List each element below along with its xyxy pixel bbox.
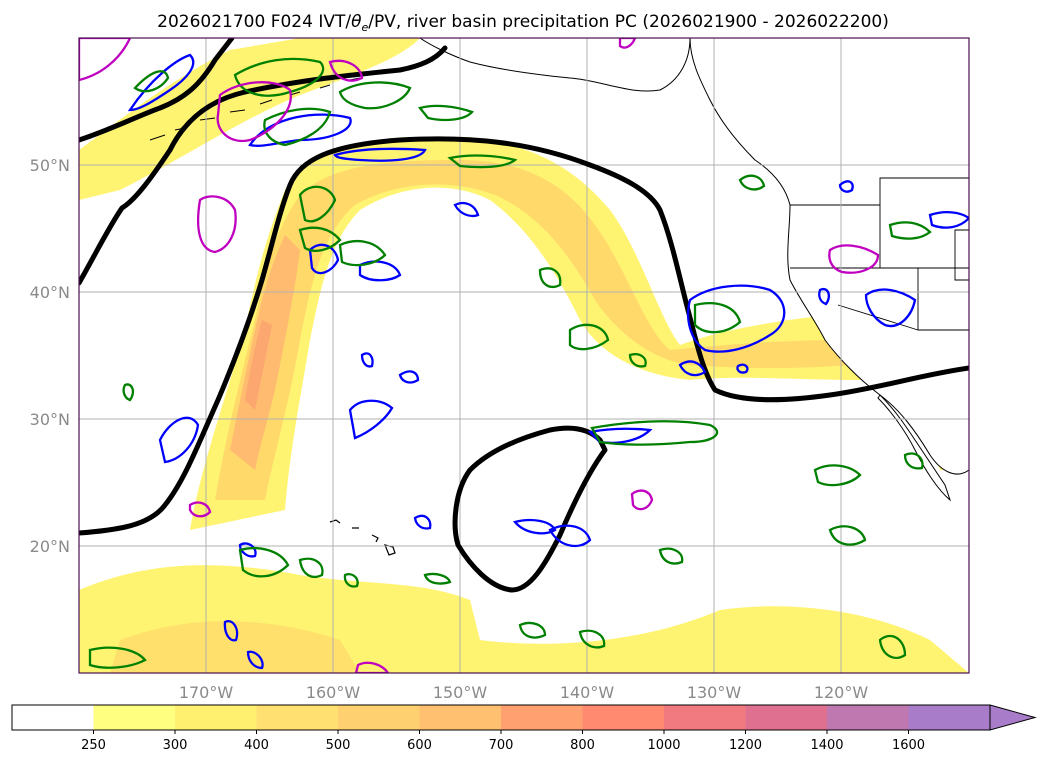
lon-label-160w: 160°W bbox=[306, 683, 361, 702]
lat-label-30n: 30°N bbox=[30, 410, 70, 429]
lat-axis-labels: 50°N 40°N 30°N 20°N bbox=[30, 156, 70, 556]
colorbar-tick-label: 1200 bbox=[729, 738, 762, 753]
theta-e-contour-south-loop bbox=[452, 425, 608, 593]
lat-label-50n: 50°N bbox=[30, 156, 70, 175]
map-panel bbox=[79, 38, 969, 673]
state-borders bbox=[790, 177, 969, 331]
pv-contours-blue bbox=[127, 53, 969, 670]
lon-axis-labels: 170°W 160°W 150°W 140°W 130°W 120°W bbox=[179, 683, 869, 702]
pv-contours-magenta bbox=[79, 38, 880, 673]
aleutian-islands bbox=[149, 77, 361, 141]
colorbar-segment bbox=[501, 705, 583, 730]
colorbar-segment bbox=[93, 705, 176, 730]
colorbar-tick-label: 500 bbox=[326, 738, 351, 753]
colorbar-tick-label: 1000 bbox=[647, 738, 680, 753]
lat-label-40n: 40°N bbox=[30, 283, 70, 302]
colorbar-tick-label: 250 bbox=[81, 738, 106, 753]
lon-label-170w: 170°W bbox=[179, 683, 234, 702]
colorbar-segment bbox=[338, 705, 420, 730]
lon-label-150w: 150°W bbox=[433, 683, 488, 702]
lon-label-130w: 130°W bbox=[687, 683, 742, 702]
colorbar-segment bbox=[582, 705, 665, 730]
colorbar-tick-label: 1400 bbox=[810, 738, 843, 753]
figure-title: 2026021700 F024 IVT/θe/PV, river basin p… bbox=[157, 12, 889, 34]
colorbar-segment bbox=[827, 705, 909, 730]
gridlines bbox=[79, 38, 969, 673]
theta-e-contours bbox=[79, 38, 969, 593]
theta-e-contour-north bbox=[79, 38, 235, 143]
land-hawaii bbox=[329, 519, 396, 556]
colorbar-segment bbox=[12, 705, 94, 730]
ivt-shading-south-mid bbox=[110, 621, 360, 673]
theta-e-contour-mid bbox=[79, 45, 448, 286]
colorbar-tick-label: 800 bbox=[570, 738, 595, 753]
colorbar-tick-label: 400 bbox=[244, 738, 269, 753]
lon-label-120w: 120°W bbox=[814, 683, 869, 702]
ivt-shading-ar-peak bbox=[245, 320, 272, 410]
lon-label-140w: 140°W bbox=[560, 683, 615, 702]
colorbar-tick-label: 1600 bbox=[892, 738, 925, 753]
colorbar-segment bbox=[419, 705, 502, 730]
colorbar-segment bbox=[908, 705, 991, 730]
pv-contours-green bbox=[88, 57, 932, 669]
colorbar-tick-label: 700 bbox=[489, 738, 514, 753]
colorbar-tick-label: 600 bbox=[407, 738, 432, 753]
land-baja bbox=[877, 394, 952, 502]
land-alaska bbox=[419, 38, 691, 92]
colorbar-segment bbox=[664, 705, 746, 730]
theta-e-contour-main bbox=[79, 136, 969, 536]
colorbar-segment bbox=[256, 705, 339, 730]
map-frame bbox=[78, 37, 970, 674]
colorbar: 250 300 400 500 600 700 800 1000 1200 1400 1600 bbox=[11, 704, 1037, 753]
colorbar-tick-label: 300 bbox=[163, 738, 188, 753]
colorbar-segment bbox=[175, 705, 257, 730]
colorbar-segment bbox=[745, 705, 828, 730]
colorbar-extend-arrow bbox=[989, 704, 1037, 731]
lat-label-20n: 20°N bbox=[30, 537, 70, 556]
